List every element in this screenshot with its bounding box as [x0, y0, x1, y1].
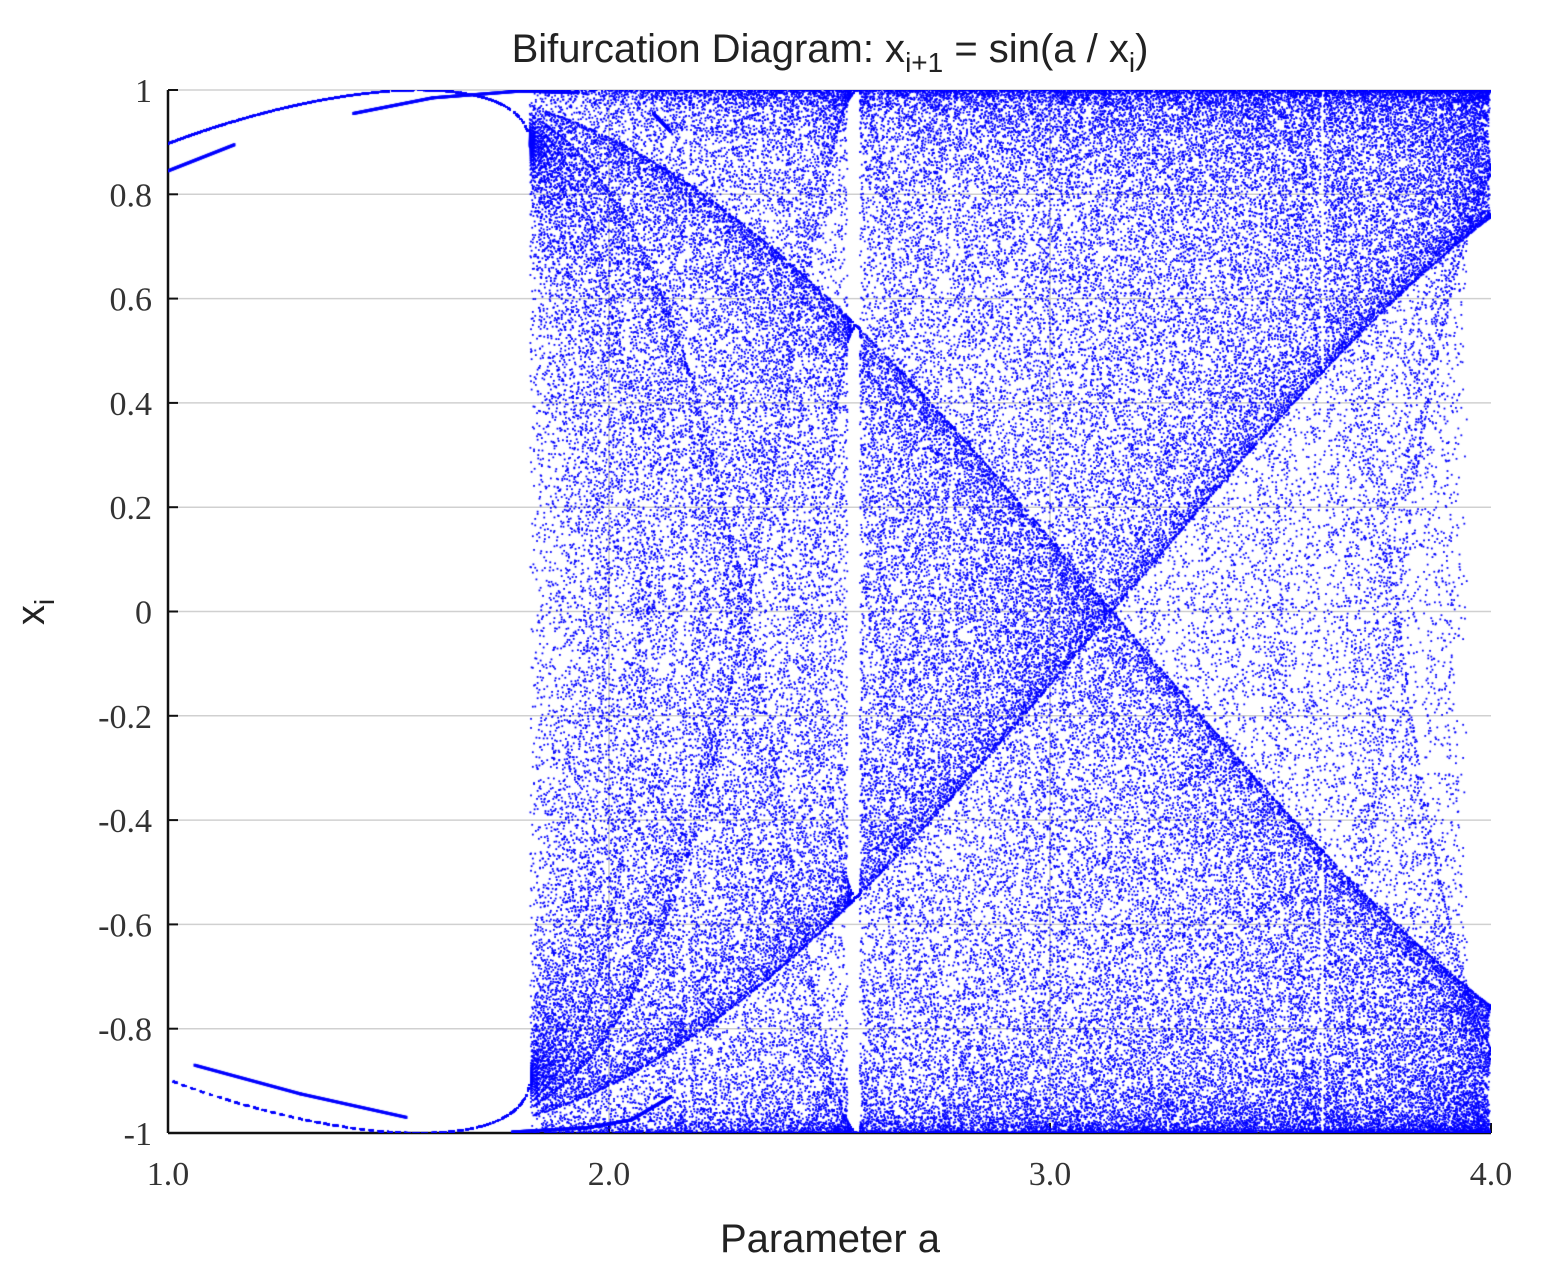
chart-title: Bifurcation Diagram: xi+1 = sin(a / xi): [512, 27, 1149, 78]
x-tick-labels: 1.0 2.0 3.0 4.0: [147, 1156, 1513, 1193]
y-tick-label: -0.8: [98, 1012, 152, 1049]
x-tick-label: 4.0: [1470, 1156, 1513, 1193]
y-tick-label: -0.4: [98, 803, 152, 840]
x-tick-label: 2.0: [588, 1156, 631, 1193]
y-tick-label: -0.2: [98, 699, 152, 736]
y-tick-label: 0.2: [110, 490, 153, 527]
x-tick-label: 3.0: [1029, 1156, 1072, 1193]
y-tick-labels: -1 -0.8 -0.6 -0.4 -0.2 0 0.2 0.4 0.6 0.8 1: [98, 73, 152, 1153]
y-tick-label: 0.6: [110, 282, 153, 319]
y-tick-label: 0.4: [110, 386, 153, 423]
y-tick-label: -1: [124, 1116, 152, 1153]
y-tick-label: -0.6: [98, 907, 152, 944]
y-tick-label: 1: [135, 73, 152, 110]
x-tick-label: 1.0: [147, 1156, 190, 1193]
scatter-points: [168, 90, 1491, 1133]
x-axis-label: Parameter a: [720, 1217, 941, 1261]
y-tick-label: 0.8: [110, 177, 153, 214]
y-tick-label: 0: [135, 595, 152, 632]
y-axis-label: xi: [9, 599, 60, 625]
